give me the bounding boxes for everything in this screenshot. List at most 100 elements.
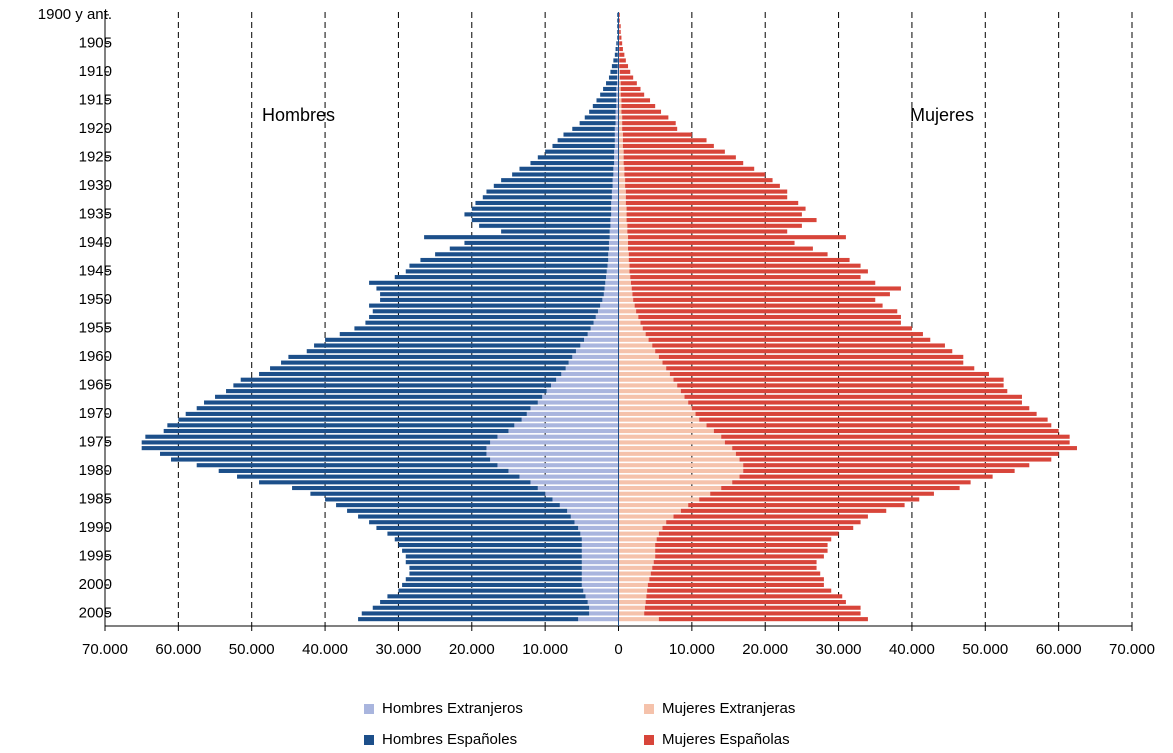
bar — [218, 468, 509, 473]
bar — [567, 508, 619, 513]
bar — [607, 263, 619, 268]
bar — [622, 143, 714, 149]
bar — [658, 531, 839, 536]
x-tick-label: 10.000 — [522, 641, 568, 658]
bar — [658, 617, 868, 622]
bar — [530, 406, 619, 411]
y-tick-label: 1925 — [79, 148, 112, 165]
bar — [618, 126, 623, 131]
bar — [572, 126, 615, 131]
bar — [618, 457, 740, 462]
bar — [609, 235, 619, 240]
bar — [618, 337, 649, 342]
bar — [618, 423, 707, 428]
bar — [306, 349, 576, 354]
legend-marker — [364, 735, 374, 745]
x-tick-label: 60.000 — [155, 641, 201, 658]
x-tick-label: 40.000 — [889, 641, 935, 658]
bar — [603, 86, 617, 92]
bar — [632, 292, 890, 297]
bar — [405, 577, 582, 582]
bar — [619, 41, 623, 46]
bar — [617, 12, 618, 17]
bar — [613, 166, 619, 171]
x-tick-label: 70.000 — [82, 641, 128, 658]
bar — [358, 617, 579, 622]
y-tick-label: 1965 — [79, 376, 112, 393]
bar — [616, 92, 619, 97]
x-tick-label: 50.000 — [229, 641, 275, 658]
bar — [618, 326, 643, 331]
x-tick-label: 20.000 — [449, 641, 495, 658]
bar — [552, 497, 619, 502]
y-tick-label: 1960 — [79, 348, 112, 365]
bar — [739, 457, 1052, 462]
bar — [739, 474, 993, 479]
bar — [618, 451, 736, 456]
bar — [618, 594, 647, 599]
x-tick-label: 30.000 — [375, 641, 421, 658]
bar — [618, 428, 714, 434]
bar — [519, 474, 619, 479]
bar — [409, 565, 582, 570]
bar — [435, 252, 609, 257]
bar — [618, 377, 674, 382]
bar — [618, 195, 626, 200]
bar — [464, 212, 612, 217]
bar — [618, 394, 685, 399]
bar — [171, 457, 491, 462]
bar — [618, 178, 626, 183]
bar — [583, 588, 619, 593]
bar — [618, 525, 663, 530]
x-tick-label: 20.000 — [742, 641, 788, 658]
bar — [618, 531, 659, 536]
bar — [618, 206, 627, 211]
bar — [618, 611, 645, 616]
bar — [405, 269, 607, 274]
bar — [526, 411, 619, 416]
bar — [618, 81, 621, 86]
bar — [616, 98, 619, 103]
bar — [624, 172, 766, 177]
bar — [611, 195, 619, 200]
bar — [622, 115, 669, 120]
bar — [619, 18, 620, 23]
bar — [699, 417, 1048, 422]
bar — [655, 554, 824, 559]
bar — [380, 297, 603, 302]
bar — [631, 286, 901, 291]
bar — [614, 155, 619, 160]
bar — [618, 617, 659, 622]
bar — [642, 326, 912, 331]
bar — [655, 349, 953, 354]
bar — [618, 246, 629, 251]
bar — [402, 548, 582, 553]
bar — [618, 571, 651, 576]
bar — [215, 394, 543, 399]
bar — [618, 138, 623, 143]
bar — [618, 92, 621, 97]
bar — [652, 343, 945, 348]
bar — [281, 360, 569, 365]
bar — [616, 104, 619, 109]
bar — [618, 366, 667, 371]
bar — [618, 109, 622, 114]
bar — [662, 360, 964, 365]
bar — [501, 229, 610, 234]
bar — [563, 132, 615, 137]
bar — [589, 109, 616, 114]
bar — [546, 389, 619, 394]
bar — [618, 98, 622, 103]
bar — [556, 377, 619, 382]
bar — [610, 69, 618, 74]
bar — [508, 468, 619, 473]
bar — [623, 149, 725, 154]
bar — [680, 508, 887, 513]
bar — [617, 29, 618, 35]
bar — [644, 605, 861, 610]
bar — [589, 611, 619, 616]
bar — [618, 406, 692, 411]
bar — [614, 149, 619, 154]
bar — [600, 92, 617, 97]
